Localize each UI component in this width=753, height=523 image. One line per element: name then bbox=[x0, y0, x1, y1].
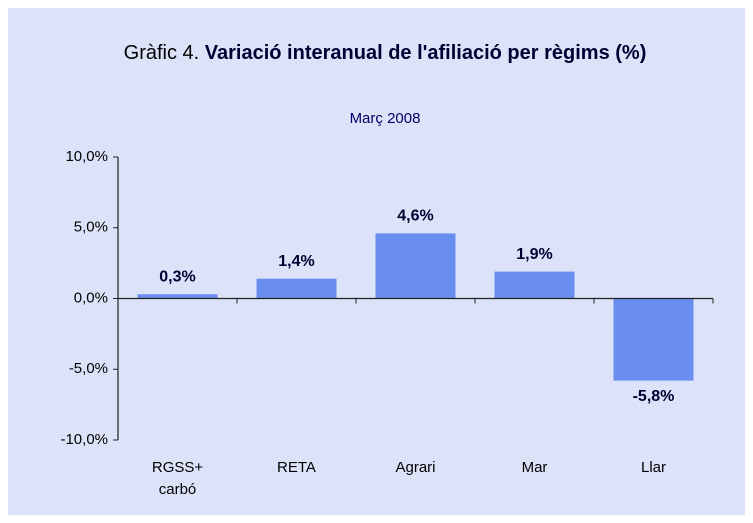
x-tick-label: Llar bbox=[641, 459, 666, 476]
x-tick-label: Agrari bbox=[395, 459, 435, 476]
chart-title: Gràfic 4. Variació interanual de l'afili… bbox=[100, 36, 670, 70]
value-label: 1,4% bbox=[278, 253, 314, 270]
y-tick-label: -5,0% bbox=[69, 360, 108, 377]
value-label: 0,3% bbox=[159, 268, 195, 285]
value-label: 1,9% bbox=[516, 246, 552, 263]
bar bbox=[256, 278, 337, 299]
value-label: 4,6% bbox=[397, 208, 433, 225]
bar bbox=[375, 233, 456, 299]
y-tick-label: 5,0% bbox=[74, 219, 108, 236]
bar bbox=[137, 294, 218, 299]
bar bbox=[494, 271, 575, 299]
y-tick-label: 0,0% bbox=[74, 289, 108, 306]
x-tick-label: RGSS+ carbó bbox=[152, 459, 204, 498]
chart-subtitle: Març 2008 bbox=[349, 110, 421, 127]
title-prefix: Gràfic 4. bbox=[123, 42, 200, 64]
y-tick-label: -10,0% bbox=[60, 431, 108, 448]
x-tick-label: Mar bbox=[522, 459, 548, 476]
y-tick-label: 10,0% bbox=[65, 148, 108, 165]
x-tick-label: RETA bbox=[277, 459, 316, 476]
title-main: Variació interanual de l'afiliació per r… bbox=[204, 42, 647, 64]
bar bbox=[613, 298, 694, 381]
value-label: -5,8% bbox=[633, 388, 675, 405]
